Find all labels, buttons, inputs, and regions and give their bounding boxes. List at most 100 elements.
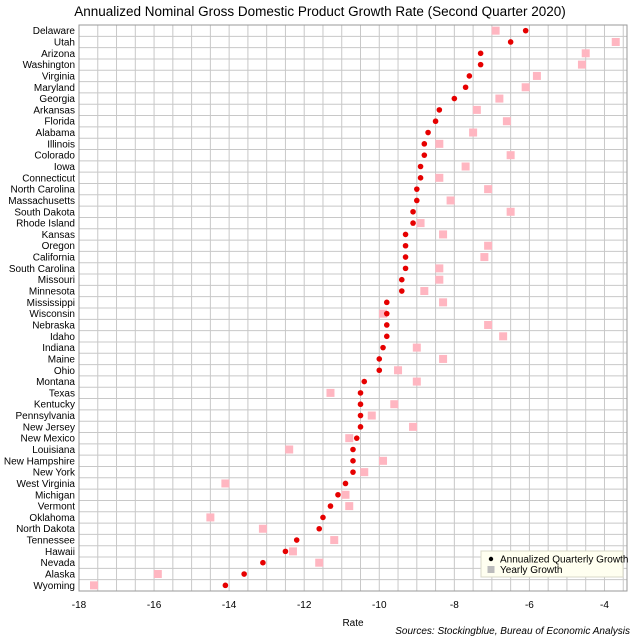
- y-tick-label: Louisiana: [32, 445, 75, 456]
- y-tick-label: Maine: [48, 354, 76, 365]
- y-tick-label: Colorado: [34, 151, 75, 162]
- y-tick-label: Minnesota: [29, 287, 76, 298]
- quarterly-growth-point: [451, 95, 458, 102]
- quarterly-growth-point: [410, 208, 416, 215]
- yearly-growth-point: [435, 173, 444, 182]
- y-tick-label: Idaho: [50, 332, 75, 343]
- y-tick-label: Missouri: [38, 275, 75, 286]
- yearly-growth-point: [446, 196, 455, 205]
- quarterly-growth-point: [282, 548, 289, 555]
- quarterly-growth-point: [357, 401, 364, 408]
- yearly-growth-point: [409, 422, 418, 431]
- y-tick-label: New York: [33, 468, 76, 479]
- quarterly-growth-point: [383, 333, 390, 340]
- quarterly-growth-point: [357, 390, 364, 396]
- y-tick-label: Wyoming: [33, 581, 75, 592]
- chart-title: Annualized Nominal Gross Domestic Produc…: [74, 4, 566, 19]
- x-tick-label: -12: [297, 600, 312, 611]
- x-tick-labels: -18 -16 -14 -12 -10 -8 -6 -4: [72, 600, 610, 611]
- y-tick-label: Pennsylvania: [16, 411, 76, 422]
- quarterly-growth-point: [383, 310, 390, 317]
- y-tick-label: South Dakota: [14, 207, 75, 218]
- y-tick-label: Ohio: [54, 366, 76, 377]
- quarterly-growth-point: [342, 480, 349, 487]
- legend-marker-yearly: [487, 566, 495, 573]
- quarterly-growth-point: [414, 197, 420, 204]
- plot-frame: [78, 24, 628, 592]
- yearly-growth-point: [439, 298, 448, 307]
- x-tick-label: -4: [600, 600, 609, 611]
- quarterly-growth-point: [361, 378, 368, 385]
- quarterly-growth-point: [241, 571, 247, 577]
- y-tick-label: Maryland: [34, 83, 75, 94]
- yearly-growth-point: [345, 502, 354, 511]
- y-tick-label: Montana: [36, 377, 75, 388]
- x-axis-label: Rate: [342, 618, 364, 629]
- x-tick-label: -18: [72, 600, 87, 611]
- y-tick-label: New Hampshire: [4, 456, 76, 467]
- yearly-growth-point: [258, 524, 267, 533]
- quarterly-growth-point: [380, 344, 386, 351]
- legend-marker-quarterly: [488, 556, 494, 562]
- y-tick-label: Mississippi: [27, 298, 75, 309]
- x-tick-label: -8: [450, 600, 459, 611]
- quarterly-growth-point: [335, 491, 341, 498]
- y-tick-label: Michigan: [35, 490, 75, 501]
- quarterly-growth-point: [327, 503, 334, 509]
- y-tick-label: Connecticut: [22, 173, 75, 184]
- y-tick-label: Wisconsin: [29, 309, 75, 320]
- legend-label-quarterly: Annualized Quarterly Growth: [500, 555, 628, 566]
- y-tick-label: Kentucky: [34, 400, 75, 411]
- y-tick-label: Massachusetts: [8, 196, 75, 207]
- yearly-growth-point: [506, 207, 515, 216]
- quarterly-growth-point: [421, 141, 428, 147]
- y-tick-label: North Carolina: [11, 185, 76, 196]
- yearly-growth-point: [532, 71, 541, 80]
- quarterly-growth-point: [383, 299, 390, 306]
- yearly-growth-point: [491, 26, 500, 35]
- yearly-growth-point: [420, 287, 429, 296]
- yearly-growth-point: [206, 513, 215, 522]
- legend-box: [480, 550, 624, 578]
- y-tick-label: Oklahoma: [29, 513, 75, 524]
- yearly-growth-point: [484, 241, 493, 250]
- yearly-growth-point: [394, 366, 403, 375]
- yearly-growth-point: [499, 332, 508, 341]
- quarterly-growth-point: [398, 288, 405, 294]
- y-tick-label: Tennessee: [27, 536, 76, 547]
- yearly-growth-point: [461, 162, 470, 171]
- legend-label-yearly: Yearly Growth: [500, 565, 562, 576]
- x-tick-label: -16: [147, 600, 162, 611]
- yearly-growth-point: [480, 253, 489, 262]
- yearly-growth-point: [330, 536, 339, 545]
- yearly-growth-point: [435, 275, 444, 284]
- y-tick-label: Arizona: [41, 49, 75, 60]
- yearly-growth-point: [484, 185, 493, 194]
- yearly-growth-point: [416, 219, 425, 228]
- y-tick-label: Texas: [49, 388, 75, 399]
- yearly-growth-point: [439, 230, 448, 239]
- yearly-growth-point: [484, 320, 493, 329]
- yearly-growth-point: [506, 151, 515, 160]
- y-tick-label: Florida: [44, 117, 75, 128]
- quarterly-growth-point: [350, 446, 356, 453]
- yearly-growth-point: [90, 581, 99, 590]
- quarterly-growth-point: [383, 322, 390, 328]
- y-tick-label: Nevada: [41, 558, 76, 569]
- quarterly-growth-point: [414, 186, 420, 192]
- y-tick-label: Washington: [23, 60, 75, 71]
- y-tick-label: South Carolina: [9, 264, 76, 275]
- yearly-growth-point: [469, 128, 478, 137]
- quarterly-growth-point: [353, 435, 360, 441]
- yearly-growth-point: [345, 434, 354, 443]
- quarterly-growth-point: [402, 265, 409, 272]
- quarterly-growth-point: [410, 220, 416, 226]
- yearly-growth-point: [360, 468, 369, 477]
- y-tick-label: New Mexico: [21, 434, 76, 445]
- quarterly-growth-point: [222, 582, 229, 589]
- quarterly-growth-point: [522, 27, 529, 34]
- y-tick-label: Utah: [54, 37, 75, 48]
- quarterly-growth-point: [507, 39, 514, 45]
- yearly-growth-point: [472, 105, 481, 114]
